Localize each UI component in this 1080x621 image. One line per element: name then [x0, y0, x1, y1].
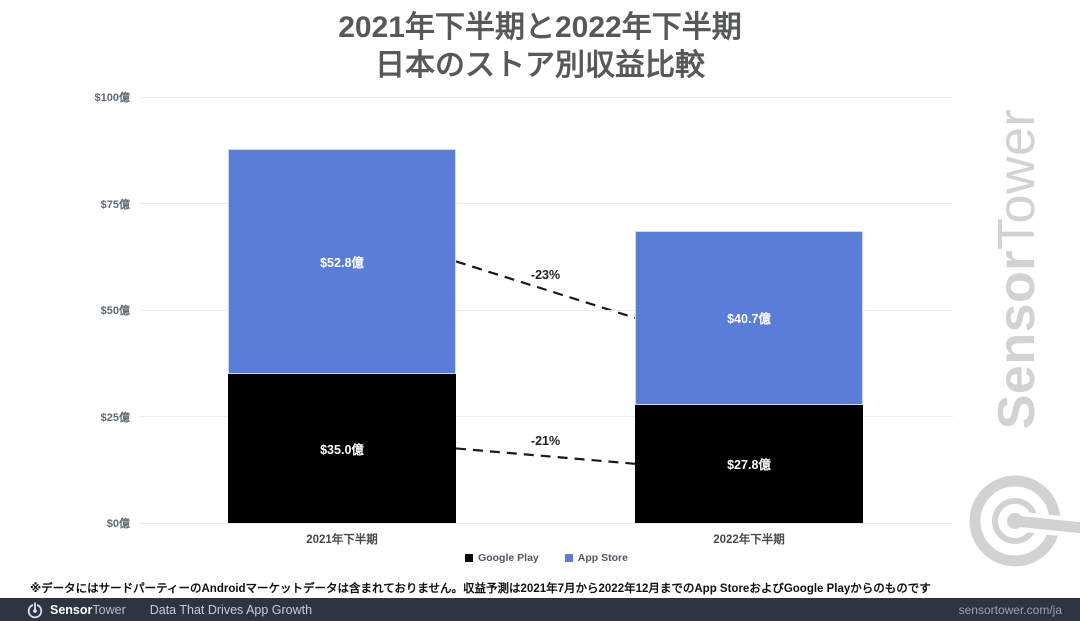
footer-tagline: Data That Drives App Growth — [149, 602, 313, 617]
footer-bar: SensorTower Data That Drives App Growth … — [0, 598, 1080, 621]
gridline — [140, 203, 953, 204]
legend-item-app-store: App Store — [564, 552, 628, 564]
bar-value-label: $35.0億 — [320, 442, 364, 457]
footer-url-link[interactable]: sensortower.com/ja — [958, 602, 1062, 617]
sensor-tower-watermark-text: SensorTower — [988, 69, 1046, 469]
y-axis-tick-label: $50億 — [100, 305, 130, 317]
watermark-brand-light: Tower — [988, 108, 1046, 250]
legend-swatch-icon — [465, 554, 474, 562]
chart-legend: Google Play App Store — [140, 552, 953, 564]
chart-title-line1: 2021年下半期と2022年下半期 — [338, 11, 742, 44]
legend-swatch-icon — [564, 554, 573, 562]
bar-value-label: $40.7億 — [727, 312, 771, 327]
legend-item-google-play: Google Play — [465, 552, 539, 564]
footer-brand-group: SensorTower Data That Drives App Growth — [26, 601, 312, 619]
footer-brand-bold: Sensor — [50, 602, 93, 617]
y-axis-tick-label: $100億 — [94, 92, 130, 104]
sensor-tower-logo-icon — [969, 475, 1080, 567]
gridline — [140, 522, 953, 524]
percent-change-label: -23% — [530, 267, 561, 282]
sensor-tower-footer-logo-icon — [27, 602, 43, 618]
bar-segment-google-play: $35.0億 — [228, 373, 456, 523]
gridline — [140, 416, 953, 417]
bar-segment-app-store: $40.7億 — [635, 231, 863, 405]
footer-brand-light: Tower — [92, 602, 126, 617]
legend-label: Google Play — [478, 552, 539, 564]
chart-title: 2021年下半期と2022年下半期 日本のストア別収益比較 — [0, 9, 1080, 85]
decline-dashed-line — [455, 447, 636, 465]
percent-change-label: -21% — [530, 434, 561, 449]
footnote-text: ※データにはサードパーティーのAndroidマーケットデータは含まれておりません… — [30, 583, 931, 595]
bar-segment-google-play: $27.8億 — [635, 404, 863, 523]
x-axis-category-label: 2022年下半期 — [713, 534, 785, 546]
gridline — [140, 96, 953, 98]
chart-title-line2: 日本のストア別収益比較 — [375, 49, 705, 82]
gridline — [140, 309, 953, 311]
y-axis-tick-label: $0億 — [106, 518, 130, 530]
bar-segment-app-store: $52.8億 — [228, 148, 456, 374]
watermark-brand-bold: Sensor — [988, 249, 1046, 430]
y-axis-tick-label: $25億 — [100, 411, 130, 424]
y-axis-tick-label: $75億 — [100, 198, 130, 211]
bar-value-label: $27.8億 — [727, 458, 771, 473]
x-axis-category-label: 2021年下半期 — [306, 534, 378, 546]
bar-value-label: $52.8億 — [320, 255, 364, 270]
legend-label: App Store — [577, 552, 628, 564]
footer-brand-name: SensorTower — [50, 603, 126, 617]
